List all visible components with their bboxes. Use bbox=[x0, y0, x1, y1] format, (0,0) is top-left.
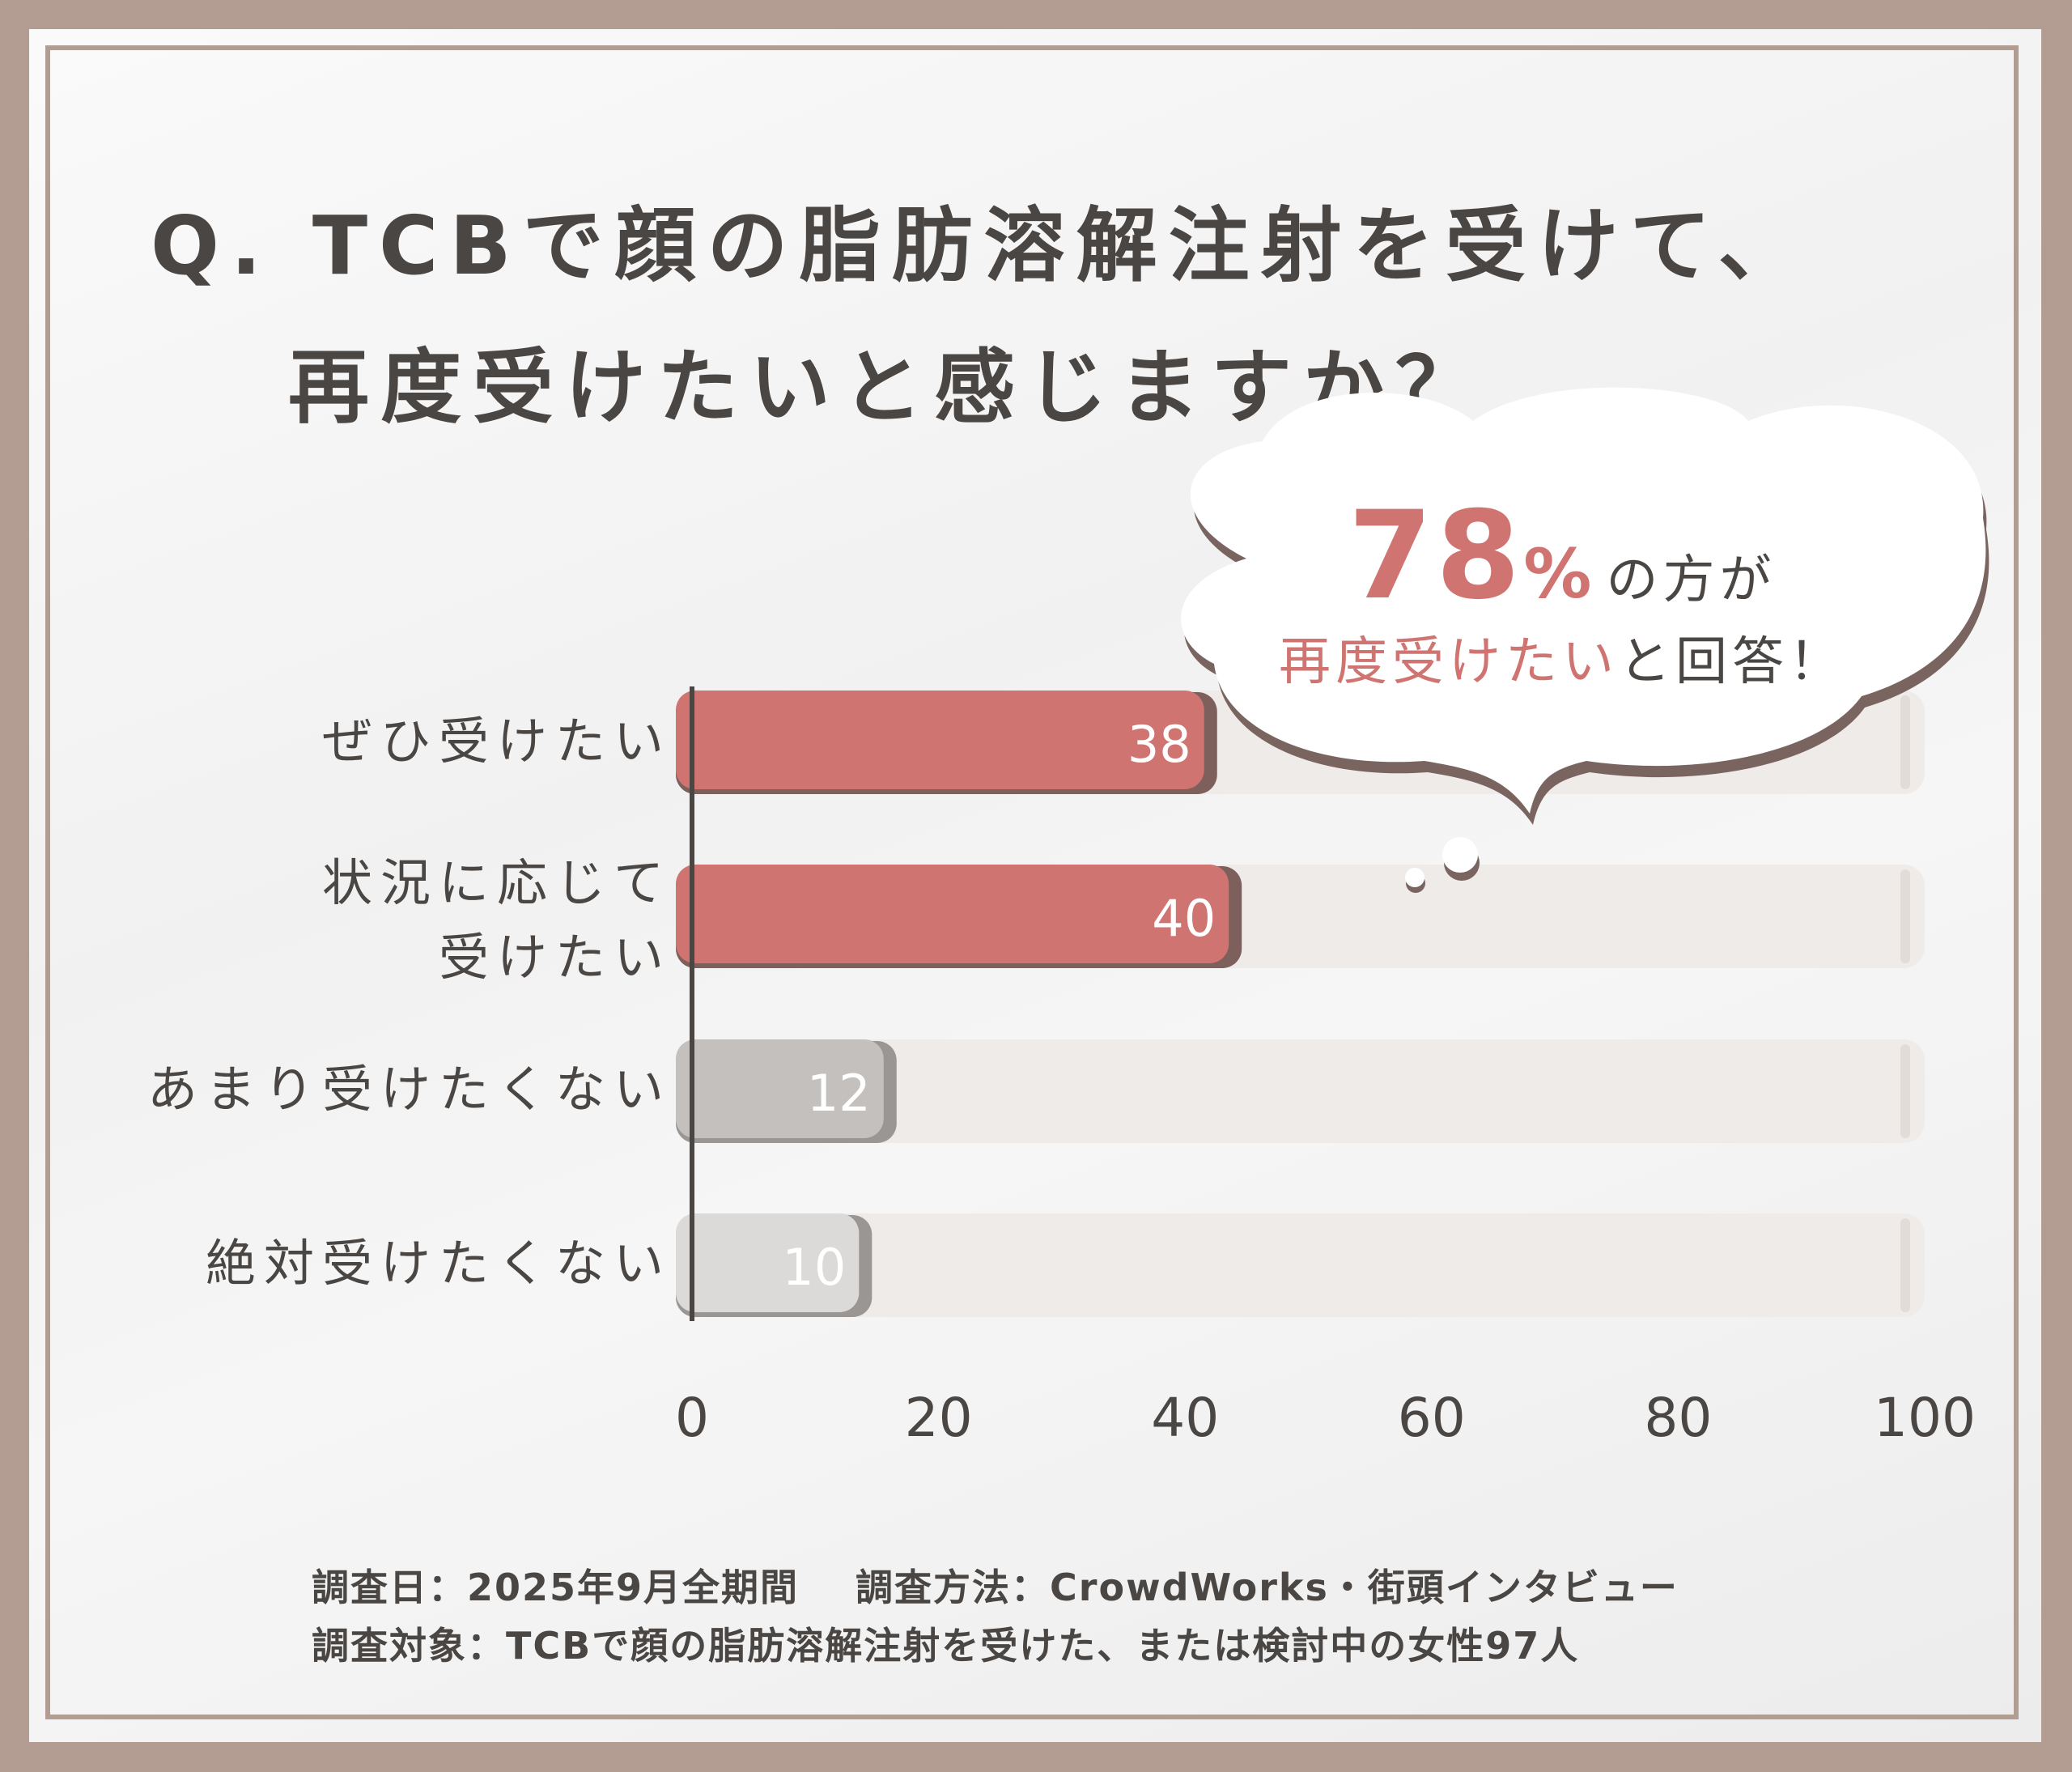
x-tick-label: 0 bbox=[675, 1387, 709, 1449]
survey-method: 調査方法：CrowdWorks・街頭インタビュー bbox=[856, 1566, 1679, 1609]
callout-text: 78% の方が 再度受けたいと回答！ bbox=[1238, 486, 1886, 695]
x-tick-label: 100 bbox=[1874, 1387, 1976, 1449]
bar-value-label: 38 bbox=[1127, 715, 1191, 774]
title-line-1: Q. TCBで顔の脂肪溶解注射を受けて、 bbox=[151, 198, 1811, 293]
x-tick-label: 40 bbox=[1151, 1387, 1219, 1449]
survey-footer: 調査日：2025年9月全期間 調査方法：CrowdWorks・街頭インタビュー 調… bbox=[312, 1558, 1679, 1675]
bar bbox=[676, 691, 1204, 789]
bar bbox=[676, 1039, 884, 1138]
category-label: ぜひ受けたい bbox=[321, 712, 672, 771]
x-tick-label: 60 bbox=[1398, 1387, 1466, 1449]
bar-track-edge bbox=[1900, 1044, 1910, 1138]
category-label: 絶対受けたくない bbox=[205, 1234, 672, 1293]
bar-track-edge bbox=[1900, 695, 1910, 789]
callout-line2-rest: と回答！ bbox=[1619, 632, 1845, 692]
bar bbox=[676, 865, 1229, 963]
question-title: Q. TCBで顔の脂肪溶解注射を受けて、 再度受けたいと感じますか？ bbox=[151, 175, 1931, 458]
x-tick-label: 20 bbox=[905, 1387, 973, 1449]
callout-highlight: 再度受けたい bbox=[1279, 632, 1619, 692]
bar-value-label: 10 bbox=[782, 1238, 846, 1297]
survey-date: 調査日：2025年9月全期間 bbox=[312, 1566, 800, 1609]
callout-dot bbox=[1442, 837, 1478, 873]
callout-percent-sign: % bbox=[1523, 534, 1597, 614]
category-label: 状況に応じて 受けたい bbox=[321, 853, 672, 987]
inner-frame bbox=[45, 45, 2019, 1719]
bar bbox=[676, 1213, 860, 1312]
title-line-2: 再度受けたいと感じますか？ bbox=[288, 340, 1488, 435]
callout-bubble bbox=[1181, 387, 1989, 893]
x-tick-label: 80 bbox=[1644, 1387, 1712, 1449]
bar-value-label: 12 bbox=[807, 1064, 871, 1123]
callout-bubble-body bbox=[1181, 387, 1986, 814]
callout-percent: 78 bbox=[1348, 486, 1524, 627]
callout-line1-suffix: の方が bbox=[1606, 550, 1777, 610]
bar-track-edge bbox=[1900, 869, 1910, 963]
bar-value-label: 40 bbox=[1152, 889, 1216, 948]
category-label: あまり受けたくない bbox=[146, 1060, 672, 1119]
bar-track bbox=[692, 1039, 1925, 1143]
bar-track bbox=[692, 1213, 1925, 1317]
callout-dot bbox=[1405, 868, 1424, 887]
bar-track-edge bbox=[1900, 1218, 1910, 1312]
survey-target: 調査対象：TCBで顔の脂肪溶解注射を受けた、または検討中の女性97人 bbox=[312, 1624, 1580, 1668]
